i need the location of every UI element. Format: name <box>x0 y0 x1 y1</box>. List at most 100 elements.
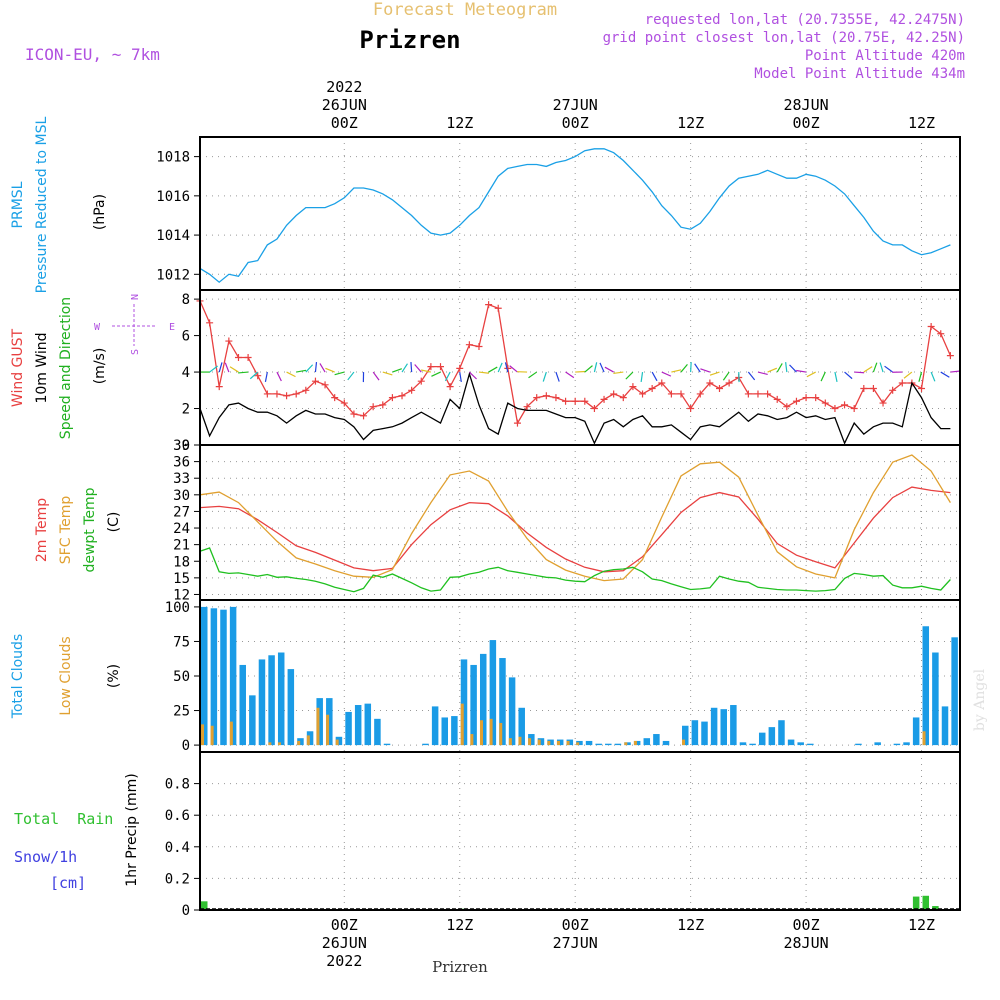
wind-arrow <box>789 364 797 373</box>
gust-point <box>639 390 647 398</box>
gust-point <box>918 384 926 392</box>
bar-low-clouds <box>335 739 339 746</box>
gust-point <box>302 386 310 394</box>
gust-point <box>562 397 570 405</box>
dewpt-label: dewpt Temp <box>82 487 98 572</box>
wind-arrow <box>796 369 807 373</box>
compass-icon: N S W E <box>94 294 175 355</box>
series-line-dewpt-temp <box>199 547 951 593</box>
wind-arrow <box>249 371 259 380</box>
bar-total-clouds <box>633 740 641 746</box>
wind-arrow <box>694 363 701 373</box>
bar-total-clouds <box>499 658 506 746</box>
bar-total-clouds <box>903 742 910 746</box>
top-time-label: 12Z <box>677 114 704 132</box>
gust-point <box>783 403 791 411</box>
bar-total-clouds <box>614 743 622 746</box>
sfc-temp-label: SFC Temp <box>58 496 74 565</box>
panel-frame <box>199 136 961 291</box>
gust-point <box>379 401 387 409</box>
bar-low-clouds <box>499 722 503 746</box>
wind-arrow <box>872 362 878 373</box>
requested-coords: requested lon,lat (20.7355E, 42.2475N) <box>645 12 965 28</box>
bottom-time-label: 00Z <box>793 916 820 934</box>
bar-total-clouds <box>595 743 602 746</box>
compass-w: W <box>94 322 101 333</box>
top-date-label: 27JUN <box>553 96 598 114</box>
ytick-label: 50 <box>173 669 190 685</box>
gust-point <box>696 390 704 398</box>
wind-arrow <box>820 371 826 382</box>
bar-total-clouds <box>893 743 901 746</box>
bar-total-clouds <box>874 742 881 746</box>
gust-point <box>485 301 493 309</box>
gust-point <box>898 379 906 387</box>
ytick-label: 6 <box>182 329 190 345</box>
temp-labels: 2m Temp SFC Temp dewpt Temp (C) <box>34 487 122 572</box>
wind-arrow <box>238 371 249 374</box>
top-year-label: 2022 <box>326 78 362 96</box>
wind-labels: Wind GUST 10m Wind Speed and Direction (… <box>10 294 175 439</box>
bar-total-clouds <box>316 698 323 746</box>
bar-low-clouds <box>518 736 522 746</box>
bar-low-clouds <box>556 740 560 746</box>
wind-arrow <box>347 371 355 381</box>
gust-point <box>841 401 849 409</box>
wind-arrow <box>599 362 605 373</box>
wind-arrow <box>325 367 335 373</box>
low-clouds-label: Low Clouds <box>58 636 74 715</box>
pressure-labels: PRMSL Pressure Reduced to MSL (hPa) <box>10 116 108 293</box>
gust-point <box>552 394 560 402</box>
bar-total-clouds <box>787 739 795 746</box>
gust-point <box>283 392 291 400</box>
wind-arrow <box>478 371 489 374</box>
bar-total-clouds <box>268 655 275 746</box>
total-clouds-label: Total Clouds <box>10 634 26 719</box>
gust-point <box>792 397 800 405</box>
series-line-2m-temp <box>199 486 951 573</box>
gust-point <box>446 383 454 391</box>
bar-total-clouds <box>922 626 930 746</box>
gust-point <box>667 390 675 398</box>
wind-arrow <box>640 371 644 383</box>
ytick-label: 30 <box>173 488 190 504</box>
gust-point <box>360 412 368 420</box>
watermark: by Angel <box>972 668 988 731</box>
wind-arrow <box>930 371 936 382</box>
gust-point <box>600 395 608 403</box>
bar-total-clouds <box>855 743 862 746</box>
bottom-date-label: 26JUN <box>322 934 367 952</box>
wind-arrow <box>218 362 223 373</box>
ytick-label: 1012 <box>156 267 190 283</box>
gust-point <box>927 322 935 330</box>
wind-arrow <box>497 362 503 373</box>
gust-point <box>398 392 406 400</box>
bar-total-rain <box>932 906 939 910</box>
gust-point <box>427 363 435 371</box>
wind-arrow <box>431 371 441 377</box>
wind-arrow <box>528 371 538 379</box>
wind-arrow <box>209 365 218 373</box>
t2m-label: 2m Temp <box>34 498 50 562</box>
wind-arrow <box>319 363 326 373</box>
top-date-label: 28JUN <box>783 96 828 114</box>
wind-arrow <box>372 371 380 381</box>
precip-labels: Total Rain Snow/1h [cm] 1hr Precip (mm) <box>14 773 140 892</box>
top-time-label: 00Z <box>793 114 820 132</box>
gust-point <box>225 337 233 345</box>
wind-arrow <box>401 363 408 373</box>
wind-arrow <box>884 365 894 373</box>
gust-point <box>513 419 521 427</box>
ytick-label: 0.6 <box>165 808 190 824</box>
gust-point <box>331 394 339 402</box>
bar-total-clouds <box>739 742 747 746</box>
wind-arrow <box>504 362 509 373</box>
wind-gust-label: Wind GUST <box>10 328 26 407</box>
bar-total-clouds <box>566 739 574 746</box>
series-line-prmsl <box>199 148 951 284</box>
bar-total-clouds <box>451 716 458 746</box>
gridpoint-coords: grid point closest lon,lat (20.75E, 42.2… <box>603 30 965 46</box>
bar-total-clouds <box>229 606 237 746</box>
